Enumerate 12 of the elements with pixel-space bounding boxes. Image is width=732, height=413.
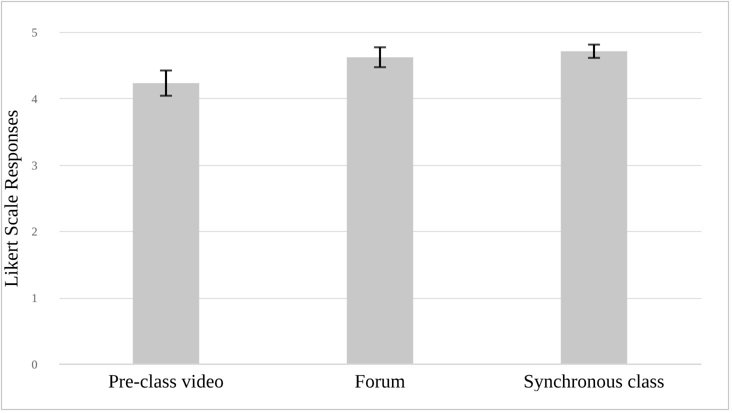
y-tick-label: 0 <box>32 358 38 372</box>
y-axis-title: Likert Scale Responses <box>2 110 22 288</box>
x-tick-label: Pre-class video <box>108 372 224 392</box>
y-tick-label: 2 <box>32 224 38 239</box>
bar <box>560 51 628 364</box>
y-tick-label: 4 <box>32 92 38 106</box>
x-tick-label: Forum <box>354 372 406 392</box>
y-tick-label: 3 <box>32 158 38 172</box>
bar <box>346 57 414 364</box>
y-tick-label: 1 <box>32 291 38 306</box>
bar <box>132 83 200 364</box>
y-tick-label: 5 <box>32 26 38 40</box>
